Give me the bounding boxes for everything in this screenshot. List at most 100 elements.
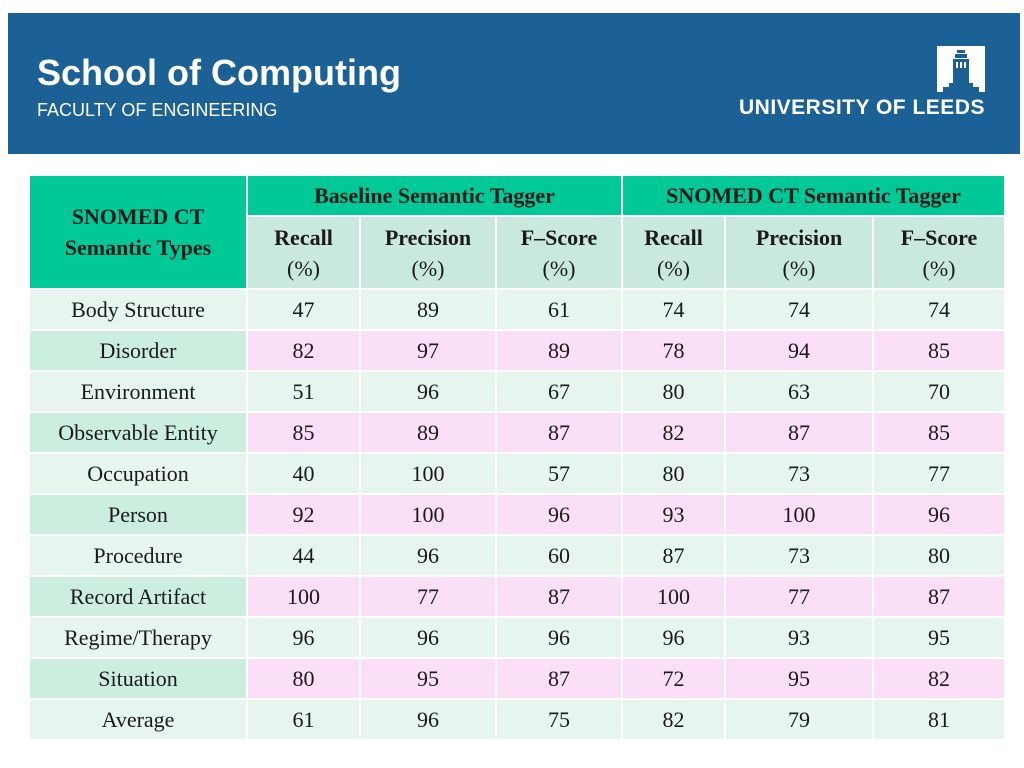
table-cell: 96	[359, 370, 497, 413]
table-cell: 96	[494, 616, 624, 659]
table-cell: 75	[494, 698, 624, 741]
table-cell: 81	[872, 698, 1007, 741]
row-label: Disorder	[28, 329, 248, 372]
table-cell: 85	[872, 329, 1007, 372]
table-row: Person 92 100 96 93 100 96	[28, 493, 1007, 536]
table-row: Situation 80 95 87 72 95 82	[28, 657, 1007, 700]
snomed-tagger-header: SNOMED CT Semantic Tagger	[621, 174, 1007, 217]
column-unit: (%)	[782, 255, 816, 281]
table-cell: 97	[359, 329, 497, 372]
table-cell: 94	[724, 329, 875, 372]
table-cell: 57	[494, 452, 624, 495]
row-label: Regime/Therapy	[28, 616, 248, 659]
table-cell: 82	[246, 329, 361, 372]
row-label: Person	[28, 493, 248, 536]
table-cell: 87	[724, 411, 875, 454]
table-cell: 73	[724, 452, 875, 495]
university-wordmark: UNIVERSITY OF LEEDS	[739, 96, 985, 119]
table-body: Body Structure 47 89 61 74 74 74 Disorder 82 97 89…	[28, 288, 1007, 741]
table-cell: 74	[621, 288, 727, 331]
row-label: Average	[28, 698, 248, 741]
row-label: Observable Entity	[28, 411, 248, 454]
table-cell: 92	[246, 493, 361, 536]
school-title: School of Computing	[37, 52, 401, 93]
faculty-subtitle: FACULTY OF ENGINEERING	[37, 100, 278, 120]
table-cell: 100	[246, 575, 361, 618]
column-header: Precision (%)	[724, 215, 875, 290]
table-cell: 96	[359, 616, 497, 659]
row-label: Body Structure	[28, 288, 248, 331]
table-cell: 87	[872, 575, 1007, 618]
column-header: Recall (%)	[621, 215, 727, 290]
column-name: F–Score	[900, 224, 978, 250]
table-cell: 100	[359, 493, 497, 536]
table-cell: 67	[494, 370, 624, 413]
table-cell: 40	[246, 452, 361, 495]
table-cell: 87	[494, 657, 624, 700]
table-cell: 61	[246, 698, 361, 741]
column-name: F–Score	[520, 224, 598, 250]
table-row: Procedure 44 96 60 87 73 80	[28, 534, 1007, 577]
column-name: Recall	[274, 224, 333, 250]
column-header: F–Score (%)	[494, 215, 624, 290]
table-cell: 89	[494, 329, 624, 372]
table-cell: 77	[872, 452, 1007, 495]
table-cell: 96	[494, 493, 624, 536]
table-cell: 74	[724, 288, 875, 331]
table-row: Record Artifact 100 77 87 100 77 87	[28, 575, 1007, 618]
column-unit: (%)	[922, 255, 956, 281]
table-row: Regime/Therapy 96 96 96 96 93 95	[28, 616, 1007, 659]
table-cell: 100	[724, 493, 875, 536]
table-cell: 89	[359, 288, 497, 331]
table-cell: 70	[872, 370, 1007, 413]
table-cell: 80	[246, 657, 361, 700]
table-cell: 82	[872, 657, 1007, 700]
row-label: Occupation	[28, 452, 248, 495]
table-cell: 85	[246, 411, 361, 454]
column-name: Precision	[384, 224, 472, 250]
table-cell: 47	[246, 288, 361, 331]
table-cell: 77	[724, 575, 875, 618]
column-unit: (%)	[287, 255, 320, 281]
table-cell: 60	[494, 534, 624, 577]
table-cell: 51	[246, 370, 361, 413]
table-cell: 78	[621, 329, 727, 372]
table-row: Environment 51 96 67 80 63 70	[28, 370, 1007, 413]
table-cell: 79	[724, 698, 875, 741]
table-cell: 44	[246, 534, 361, 577]
row-label: Situation	[28, 657, 248, 700]
row-label: Environment	[28, 370, 248, 413]
corner-line-2: Semantic Types	[64, 235, 212, 260]
table-cell: 82	[621, 698, 727, 741]
baseline-tagger-header: Baseline Semantic Tagger	[245, 174, 624, 217]
row-label: Procedure	[28, 534, 248, 577]
table-cell: 89	[359, 411, 497, 454]
table-cell: 87	[494, 411, 624, 454]
table-cell: 100	[621, 575, 727, 618]
table-cell: 96	[359, 534, 497, 577]
table-row: Body Structure 47 89 61 74 74 74	[28, 288, 1007, 331]
header-banner: School of Computing FACULTY OF ENGINEERI…	[8, 13, 1020, 154]
table-cell: 80	[872, 534, 1007, 577]
table-cell: 80	[621, 370, 727, 413]
table-cell: 80	[621, 452, 727, 495]
column-header: Precision (%)	[359, 215, 497, 290]
table-cell: 73	[724, 534, 875, 577]
table-cell: 96	[621, 616, 727, 659]
table-cell: 72	[621, 657, 727, 700]
table-cell: 95	[724, 657, 875, 700]
table-cell: 74	[872, 288, 1007, 331]
table-cell: 93	[724, 616, 875, 659]
table-cell: 85	[872, 411, 1007, 454]
table-cell: 95	[359, 657, 497, 700]
corner-line-1: SNOMED CT	[71, 204, 205, 229]
column-unit: (%)	[657, 255, 690, 281]
column-header: Recall (%)	[246, 215, 361, 290]
table-row: Disorder 82 97 89 78 94 85	[28, 329, 1007, 372]
table-cell: 63	[724, 370, 875, 413]
table-row: Observable Entity 85 89 87 82 87 85	[28, 411, 1007, 454]
column-unit: (%)	[542, 255, 576, 281]
table-cell: 87	[621, 534, 727, 577]
column-name: Recall	[644, 224, 703, 250]
table-cell: 96	[872, 493, 1007, 536]
